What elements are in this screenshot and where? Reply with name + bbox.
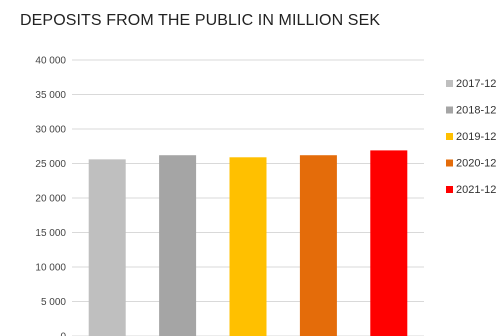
bar-2021-12 (370, 150, 407, 336)
bar-2017-12 (89, 159, 126, 336)
bar-2020-12 (300, 155, 337, 336)
y-axis-ticks: 0 5 000 10 000 15 000 20 000 25 000 30 000 35 0… (35, 56, 66, 336)
y-tick-label: 5 000 (41, 297, 66, 308)
legend-swatch (446, 133, 453, 140)
y-tick-label: 25 000 (35, 159, 66, 170)
legend-swatch (446, 160, 453, 167)
y-tick-label: 10 000 (35, 263, 66, 274)
legend: 2017-12 2018-12 2019-12 2020-12 2021-12 (446, 78, 496, 196)
legend-swatch (446, 186, 453, 193)
legend-label: 2021-12 (456, 184, 496, 196)
y-tick-label: 40 000 (35, 56, 66, 67)
bar-2018-12 (159, 155, 196, 336)
y-tick-label: 20 000 (35, 194, 66, 205)
y-tick-label: 0 (60, 332, 66, 336)
legend-swatch (446, 80, 453, 87)
y-tick-label: 15 000 (35, 228, 66, 239)
legend-swatch (446, 107, 453, 114)
legend-label: 2018-12 (456, 105, 496, 117)
legend-label: 2019-12 (456, 131, 496, 143)
legend-label: 2020-12 (456, 158, 496, 170)
bars (89, 150, 408, 336)
y-tick-label: 35 000 (35, 90, 66, 101)
bar-2019-12 (230, 157, 267, 336)
y-tick-label: 30 000 (35, 125, 66, 136)
legend-label: 2017-12 (456, 78, 496, 90)
